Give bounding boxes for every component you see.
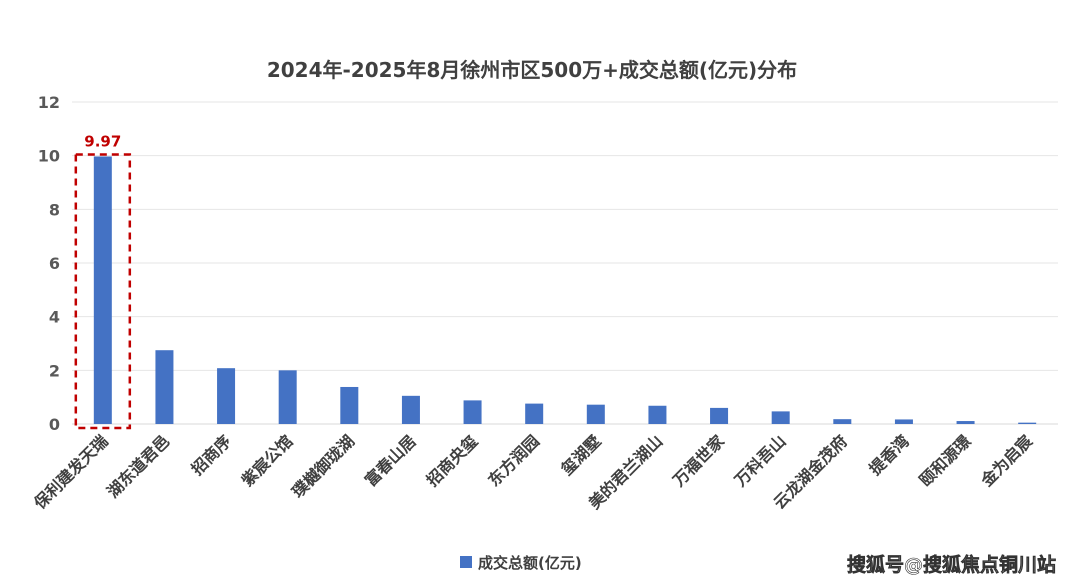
- y-tick-label: 2: [49, 361, 60, 380]
- x-tick-label: 玺湖墅: [557, 431, 604, 478]
- bar: [710, 408, 728, 424]
- chart-title: 2024年-2025年8月徐州市区500万+成交总额(亿元)分布: [267, 58, 797, 82]
- x-tick-label: 招商序: [188, 431, 235, 478]
- y-tick-label: 6: [49, 254, 60, 273]
- x-tick-label: 璞樾御珑湖: [288, 431, 358, 501]
- legend-label: 成交总额(亿元): [478, 554, 582, 572]
- bars: [94, 156, 1036, 424]
- x-tick-label: 保利建发天瑞: [30, 431, 112, 513]
- x-tick-label: 招商央玺: [423, 431, 482, 490]
- data-label: 9.97: [84, 132, 121, 150]
- x-tick-label: 金为启宸: [977, 431, 1037, 491]
- x-tick-label: 万福世家: [668, 431, 728, 491]
- watermark: 搜狐号@搜狐焦点铜川站: [847, 553, 1056, 576]
- x-tick-label: 东方润园: [484, 431, 543, 490]
- x-tick-label: 紫宸公馆: [238, 431, 297, 490]
- y-tick-label: 8: [49, 200, 60, 219]
- bar: [957, 421, 975, 424]
- bar: [464, 400, 482, 424]
- bar: [833, 419, 851, 424]
- y-axis: 0 2 4 6 8 10 12: [38, 93, 60, 434]
- bar: [1018, 423, 1036, 424]
- x-tick-label: 富春山居: [361, 431, 420, 490]
- x-tick-label: 提香湾: [865, 431, 912, 478]
- y-tick-label: 10: [38, 147, 60, 166]
- y-tick-label: 0: [49, 415, 60, 434]
- bar: [402, 396, 420, 424]
- bar: [279, 370, 297, 424]
- bar: [155, 350, 173, 424]
- legend-swatch: [460, 556, 472, 568]
- x-tick-label: 湖东道君邑: [103, 431, 173, 501]
- bar: [340, 387, 358, 424]
- y-tick-label: 12: [38, 93, 60, 112]
- bar: [94, 156, 112, 424]
- bar: [217, 368, 235, 424]
- bar: [648, 406, 666, 424]
- x-tick-label: 颐和源璟: [916, 431, 975, 490]
- bar: [895, 419, 913, 424]
- y-tick-label: 4: [49, 308, 60, 327]
- bar: [772, 411, 790, 424]
- legend: 成交总额(亿元): [460, 554, 582, 572]
- bar: [525, 404, 543, 424]
- bar: [587, 405, 605, 424]
- x-tick-label: 万科吾山: [730, 431, 789, 490]
